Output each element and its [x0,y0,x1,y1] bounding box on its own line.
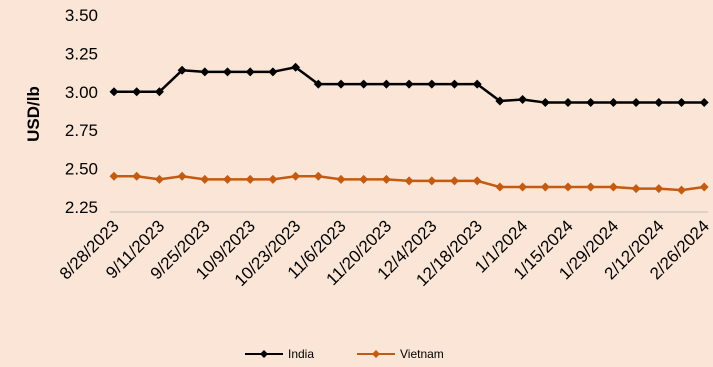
legend-label-vietnam: Vietnam [400,347,444,361]
series-vietnam [109,171,709,195]
data-point-vietnam [268,174,278,184]
data-point-india [450,79,459,89]
data-point-india [540,98,550,108]
data-point-vietnam [109,171,119,181]
data-point-vietnam [540,182,550,192]
legend-item-vietnam: Vietnam [357,347,444,361]
y-tick-label: 2.50 [65,160,98,179]
data-point-india [109,87,119,97]
data-point-vietnam [586,182,596,192]
data-point-india [404,79,414,89]
data-point-vietnam [404,176,414,186]
data-point-india [177,65,187,75]
data-point-india [154,87,164,97]
data-point-vietnam [359,174,369,184]
data-point-vietnam [245,174,255,184]
data-point-vietnam [450,176,459,186]
legend-marker-vietnam [372,350,380,358]
data-point-india [472,79,482,89]
data-point-vietnam [518,182,528,192]
data-point-vietnam [223,174,232,184]
data-point-india [495,96,505,106]
y-tick-label: 3.00 [65,83,98,102]
data-point-india [313,79,323,89]
data-point-vietnam [631,184,641,194]
data-point-india [563,98,573,108]
data-point-vietnam [472,176,482,186]
data-point-india [291,62,301,72]
data-point-india [200,67,210,77]
data-point-vietnam [177,171,187,181]
data-point-india [631,98,641,108]
data-point-india [359,79,369,89]
series-india [109,62,709,108]
data-point-india [654,98,664,108]
data-point-vietnam [495,182,505,192]
data-point-india [336,79,346,89]
legend-marker-india [260,350,268,358]
x-tick-labels: 8/28/20239/11/20239/25/202310/9/202310/2… [56,216,713,290]
y-axis-title: USD/lb [24,86,43,142]
data-point-vietnam [381,174,391,184]
legend: India Vietnam [245,347,444,361]
data-point-vietnam [677,185,686,195]
data-point-india [223,67,232,77]
data-point-india [586,98,596,108]
data-point-vietnam [608,182,618,192]
y-tick-label: 2.75 [65,121,98,140]
data-point-india [608,98,618,108]
data-point-vietnam [336,174,346,184]
data-point-india [245,67,255,77]
legend-label-india: India [288,347,314,361]
data-point-india [518,94,528,104]
data-point-vietnam [200,174,210,184]
y-tick-label: 2.25 [65,198,98,217]
y-tick-label: 3.25 [65,44,98,63]
y-tick-label: 3.50 [65,6,98,25]
data-point-vietnam [132,171,142,181]
data-point-vietnam [563,182,573,192]
data-point-vietnam [154,174,164,184]
data-point-vietnam [291,171,301,181]
data-point-vietnam [427,176,437,186]
data-point-india [268,67,278,77]
data-point-india [699,98,709,108]
data-point-india [132,87,142,97]
y-tick-labels: 2.25 2.50 2.75 3.00 3.25 3.50 [65,6,98,217]
legend-item-india: India [245,347,314,361]
data-point-india [427,79,437,89]
data-point-vietnam [313,171,323,181]
data-point-india [677,98,686,108]
data-point-vietnam [699,182,709,192]
data-point-vietnam [654,184,664,194]
series-layer [109,62,709,195]
data-point-india [381,79,391,89]
